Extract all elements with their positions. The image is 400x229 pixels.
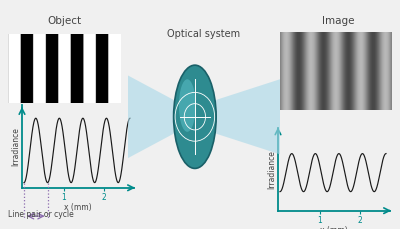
Y-axis label: Irradiance: Irradiance: [268, 150, 277, 189]
Text: Optical system: Optical system: [168, 29, 240, 38]
Ellipse shape: [174, 65, 216, 169]
Polygon shape: [216, 79, 280, 154]
Text: Line pair or cycle: Line pair or cycle: [8, 210, 74, 218]
Polygon shape: [128, 76, 174, 158]
X-axis label: x (mm): x (mm): [320, 226, 348, 229]
Ellipse shape: [179, 79, 196, 132]
Text: Object: Object: [47, 16, 81, 26]
X-axis label: x (mm): x (mm): [64, 203, 92, 212]
Y-axis label: Irradiance: Irradiance: [12, 127, 21, 166]
Text: Image: Image: [322, 16, 354, 26]
